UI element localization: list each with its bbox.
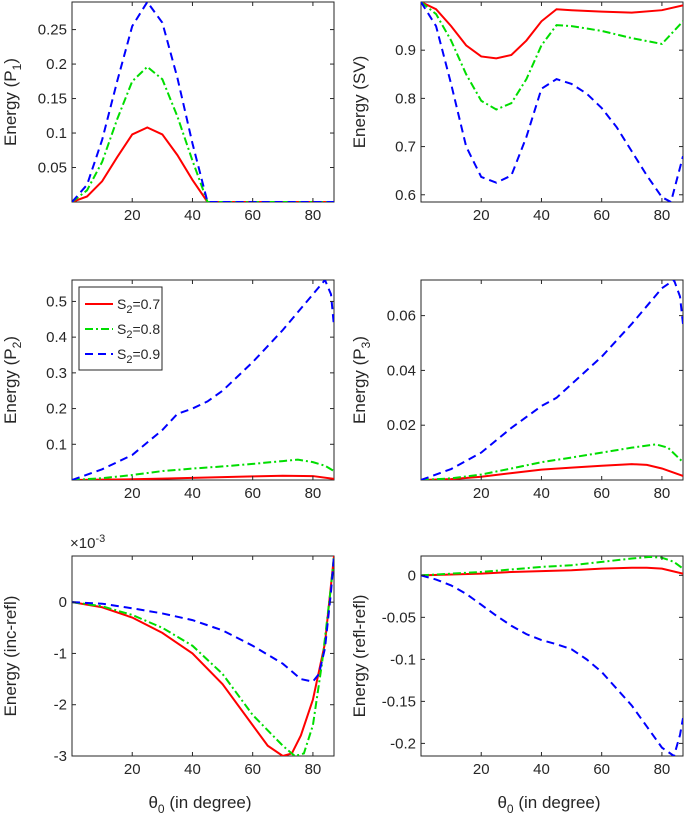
y-tick-label: 0.05 (38, 160, 67, 177)
x-tick-label: 80 (305, 761, 322, 778)
panel-energy-sv: 20 40 60 80 0.6 0.7 0.8 0.9 Energy (SV) (350, 1, 684, 224)
x-tick-label: 80 (654, 485, 671, 502)
y-axis-label: Energy (P2) (1, 336, 24, 424)
y-tick-label: 0.02 (387, 417, 416, 434)
series-line-s2-0-7 (72, 556, 334, 756)
y-axis-label: Energy (inc-refl) (1, 596, 20, 717)
y-axis-label: Energy (P1) (1, 58, 24, 146)
y-tick-label: 0.2 (46, 56, 67, 73)
x-tick-label: 40 (184, 485, 201, 502)
series-line-s2-0-8 (72, 556, 334, 756)
legend-box (78, 286, 163, 371)
series-line-s2-0-7 (421, 566, 683, 577)
series-line-s2-0-7 (421, 2, 683, 60)
series-line-s2-0-9 (72, 556, 334, 683)
series-line-s2-0-9 (421, 280, 683, 480)
series-line-s2-0-8 (421, 556, 683, 577)
y-tick-label: 0.9 (395, 42, 416, 59)
series-line-s2-0-9 (421, 2, 683, 202)
y-tick-label: -0.15 (382, 693, 416, 710)
y-tick-label: -3 (54, 748, 67, 765)
x-tick-label: 20 (124, 761, 141, 778)
plot-area (71, 1, 335, 203)
y-tick-label: 0 (408, 567, 416, 584)
x-tick-label: 60 (244, 207, 261, 224)
y-tick-label: 0.15 (38, 91, 67, 108)
x-tick-label: 60 (593, 761, 610, 778)
x-tick-label: 80 (654, 761, 671, 778)
series-line-s2-0-9 (421, 574, 683, 756)
x-tick-label: 20 (473, 761, 490, 778)
y-axis-exponent: ×10-3 (70, 533, 105, 552)
y-tick-label: 0.06 (387, 308, 416, 325)
x-axis-label-left: θ0 (in degree) (148, 793, 251, 816)
series-line-s2-0-9 (72, 2, 334, 202)
panel-energy-refl-refl: 20 40 60 80 -0.2 -0.15 -0.1 -0.05 0 Energy (refl-… (350, 555, 684, 778)
legend-label-s2-07: S2=0.7 (117, 296, 160, 316)
series-line-s2-0-8 (72, 458, 334, 480)
series-line-s2-0-8 (421, 2, 683, 111)
y-tick-label: -0.1 (390, 651, 416, 668)
x-tick-label: 40 (184, 207, 201, 224)
x-tick-label: 40 (533, 207, 550, 224)
panel-energy-p2: 20 40 60 80 0.1 0.2 0.3 0.4 0.5 Energy (P2) (1, 279, 335, 502)
plot-area (420, 279, 684, 481)
series-line-s2-0-9 (72, 280, 334, 480)
legend-label-s2-09: S2=0.9 (117, 346, 160, 366)
y-axis-label: Energy (SV) (350, 56, 369, 149)
x-axis-label-right: θ0 (in degree) (497, 793, 600, 816)
x-tick-label: 20 (124, 485, 141, 502)
x-tick-label: 20 (473, 207, 490, 224)
y-tick-label: 0.5 (46, 293, 67, 310)
x-tick-label: 80 (305, 207, 322, 224)
x-tick-label: 20 (473, 485, 490, 502)
y-tick-label: -0.05 (382, 609, 416, 626)
y-axis-label: Energy (refl-refl) (350, 595, 369, 718)
panel-energy-p3: 20 40 60 80 0.02 0.04 0.06 Energy (P3) (350, 279, 684, 502)
x-tick-label: 60 (244, 485, 261, 502)
legend: S2=0.7 S2=0.8 S2=0.9 (78, 286, 163, 371)
y-tick-label: 0.1 (46, 125, 67, 142)
y-tick-label: 0.8 (395, 90, 416, 107)
x-tick-label: 60 (593, 485, 610, 502)
series-line-s2-0-7 (72, 126, 334, 202)
panel-energy-p1: 20 40 60 80 0.05 0.1 0.15 0.2 0.25 Energy (P1) (1, 1, 335, 224)
legend-label-s2-08: S2=0.8 (117, 321, 160, 341)
series-line-s2-0-8 (421, 443, 683, 480)
y-tick-label: -0.2 (390, 735, 416, 752)
x-tick-label: 80 (654, 207, 671, 224)
x-tick-label: 80 (305, 485, 322, 502)
x-tick-label: 60 (593, 207, 610, 224)
x-tick-label: 20 (124, 207, 141, 224)
y-tick-label: 0.25 (38, 22, 67, 39)
panel-energy-inc-refl: 20 40 60 80 -3 -2 -1 0 Energy (inc-refl) ×10-3 (1, 533, 335, 778)
y-tick-label: -2 (54, 697, 67, 714)
x-tick-label: 40 (533, 485, 550, 502)
y-tick-label: 0.2 (46, 401, 67, 418)
x-tick-label: 40 (533, 761, 550, 778)
series-line-s2-0-7 (421, 463, 683, 480)
plot-area (420, 555, 684, 757)
y-tick-label: 0.04 (387, 362, 416, 379)
y-tick-label: 0.3 (46, 365, 67, 382)
y-tick-label: 0.7 (395, 139, 416, 156)
y-tick-label: 0.4 (46, 329, 67, 346)
series-line-s2-0-7 (72, 474, 334, 480)
plot-area (420, 1, 684, 203)
series-line-s2-0-8 (72, 65, 334, 202)
y-tick-label: 0 (59, 594, 67, 611)
y-axis-label: Energy (P3) (350, 336, 373, 424)
y-tick-label: -1 (54, 645, 67, 662)
x-tick-label: 60 (244, 761, 261, 778)
y-tick-label: 0.6 (395, 187, 416, 204)
x-tick-label: 40 (184, 761, 201, 778)
y-tick-label: 0.1 (46, 436, 67, 453)
